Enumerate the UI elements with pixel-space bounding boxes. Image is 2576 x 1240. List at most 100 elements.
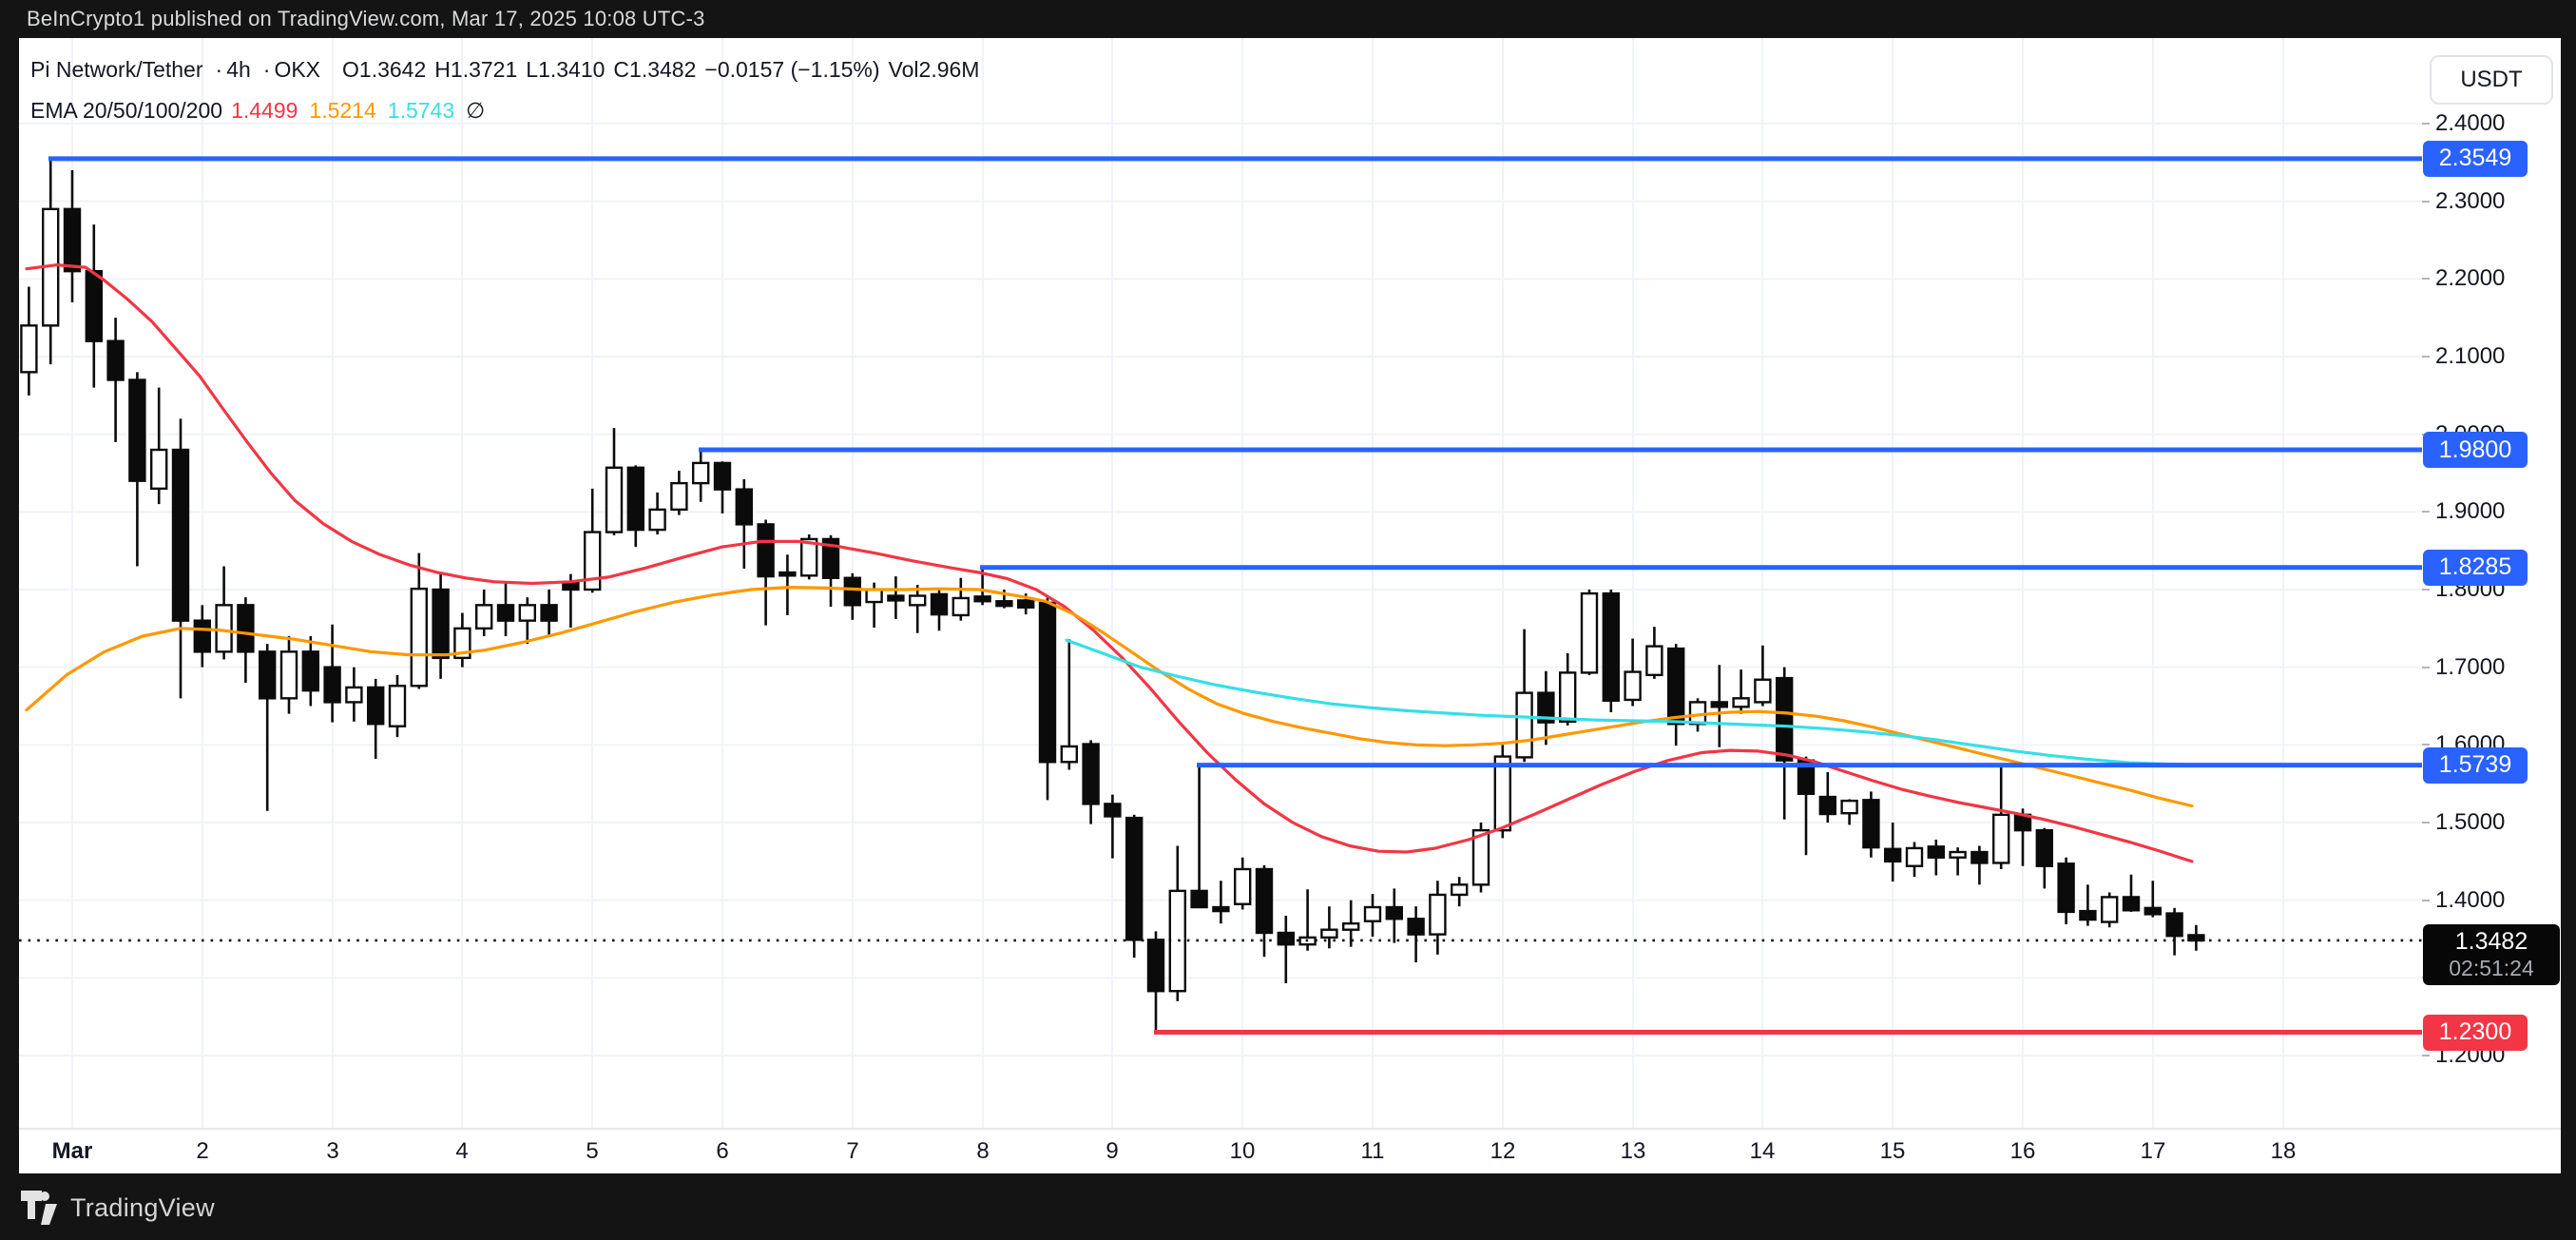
candle-body-up xyxy=(1991,813,2010,864)
chart-plot-area[interactable] xyxy=(19,38,2422,1128)
candle-body-up xyxy=(149,448,168,491)
candle-body-down xyxy=(2187,934,2205,942)
candle-body-down xyxy=(1883,847,1902,863)
chart-legend: Pi Network/Tether · 4h · OKX O 1.3642 H … xyxy=(30,57,979,124)
change-value: −0.0157 (−1.15%) xyxy=(704,57,880,82)
candle-body-up xyxy=(20,324,38,374)
publish-header-bar: BeInCrypto1 published on TradingView.com… xyxy=(0,0,2576,38)
candle-body-down xyxy=(973,595,991,603)
candle-body-up xyxy=(2100,896,2119,923)
date-label-13: 13 xyxy=(1620,1138,1646,1164)
price-tick-label: 2.4000 xyxy=(2435,110,2506,136)
candle-body-up xyxy=(1493,755,1512,832)
date-label-8: 8 xyxy=(976,1138,990,1164)
candle-body-up xyxy=(1471,828,1490,886)
candle-body-down xyxy=(887,594,905,602)
candle-body-up xyxy=(909,594,927,607)
date-label-18: 18 xyxy=(2270,1138,2297,1164)
candle-body-down xyxy=(2122,896,2141,912)
price-tick-dash xyxy=(2422,744,2430,746)
candle-body-up xyxy=(1645,645,1663,677)
price-level-badge-1.8285: 1.8285 xyxy=(2423,549,2528,586)
price-tick-dash xyxy=(2422,589,2430,591)
price-axis[interactable]: 2.40002.30002.20002.10002.00001.90001.80… xyxy=(2422,38,2561,1128)
candle-body-down xyxy=(843,576,861,607)
candle-body-down xyxy=(2079,909,2097,921)
candle-body-up xyxy=(388,685,407,727)
date-label-16: 16 xyxy=(2009,1138,2036,1164)
candle-body-down xyxy=(1775,676,1794,762)
candle-body-up xyxy=(952,596,970,617)
candle-body-down xyxy=(1407,918,1425,936)
price-tick-dash xyxy=(2422,511,2430,513)
candle-body-up xyxy=(215,604,233,653)
price-tick-dash xyxy=(2422,356,2430,358)
candle-body-down xyxy=(128,378,146,482)
price-level-badge-1.5739: 1.5739 xyxy=(2423,746,2528,784)
low-label: L xyxy=(526,57,539,82)
candle-body-down xyxy=(496,604,515,622)
candle-body-down xyxy=(301,650,319,692)
tradingview-branding[interactable]: TradingView xyxy=(21,1187,215,1229)
price-tick-dash xyxy=(2422,278,2430,281)
price-tick-dash xyxy=(2422,123,2430,125)
open-value: 1.3642 xyxy=(358,57,427,82)
candle-body-up xyxy=(279,650,298,700)
price-tick-label: 1.7000 xyxy=(2435,653,2506,680)
candle-body-down xyxy=(1146,939,1165,993)
candle-body-down xyxy=(1212,905,1230,913)
volume-value: 2.96M xyxy=(918,57,980,82)
price-tick-dash xyxy=(2422,822,2430,823)
price-level-badge-2.3549: 2.3549 xyxy=(2423,140,2528,177)
candle-body-up xyxy=(800,537,818,577)
candle-body-up xyxy=(1949,850,1967,859)
candle-body-up xyxy=(1233,867,1252,905)
last-price-badge: 1.3482 02:51:24 xyxy=(2423,923,2560,985)
date-label-6: 6 xyxy=(716,1138,729,1164)
chart-pane: Pi Network/Tether · 4h · OKX O 1.3642 H … xyxy=(19,38,2561,1173)
candle-body-down xyxy=(1016,599,1035,609)
candle-body-down xyxy=(1385,905,1404,920)
candle-body-up xyxy=(475,604,493,630)
candle-body-down xyxy=(2035,828,2054,867)
candle-body-up xyxy=(692,461,710,485)
price-tick-label: 1.4000 xyxy=(2435,886,2506,913)
candle-body-up xyxy=(1341,921,1360,931)
candle-body-down xyxy=(193,619,212,653)
volume-label: Vol xyxy=(888,57,919,82)
price-tick-dash xyxy=(2422,666,2430,668)
price-tick-label: 1.9000 xyxy=(2435,498,2506,525)
candle-body-down xyxy=(540,604,558,622)
interval-label: 4h xyxy=(226,57,251,82)
date-label-2: 2 xyxy=(196,1138,209,1164)
low-value: 1.3410 xyxy=(538,57,606,82)
candle-body-up xyxy=(865,588,883,604)
ema50-value: 1.5214 xyxy=(309,98,376,123)
price-tick-dash xyxy=(2422,200,2430,203)
candle-body-down xyxy=(1862,799,1880,849)
candle-body-down xyxy=(1602,591,1621,702)
currency-button[interactable]: USDT xyxy=(2430,55,2553,105)
candle-body-up xyxy=(1429,893,1447,936)
candle-body-up xyxy=(1168,889,1187,993)
candle-body-down xyxy=(367,686,385,726)
date-label-11: 11 xyxy=(1360,1138,1385,1164)
legend-separator: · xyxy=(262,57,271,82)
bar-countdown-timer: 02:51:24 xyxy=(2449,956,2534,981)
candle-body-up xyxy=(1580,591,1599,674)
date-label-17: 17 xyxy=(2140,1138,2166,1164)
ema-indicator-label: EMA 20/50/100/200 xyxy=(30,98,223,123)
date-label-7: 7 xyxy=(846,1138,859,1164)
candle-body-down xyxy=(757,523,775,578)
time-axis[interactable]: Mar 2 3 4 5 6 7 8 9 10 11 12 13 14 15 16 17 18 xyxy=(19,1128,2561,1173)
candle-body-down xyxy=(1537,691,1555,724)
candle-body-down xyxy=(1970,850,1989,864)
symbol-name: Pi Network/Tether xyxy=(30,57,203,82)
candle-body-down xyxy=(2165,912,2183,938)
candle-body-down xyxy=(735,488,753,526)
candle-body-down xyxy=(1277,931,1296,946)
candle-body-down xyxy=(1190,889,1208,909)
ema200-empty-symbol: ∅ xyxy=(466,98,486,123)
ema100-value: 1.5743 xyxy=(387,98,455,123)
candle-body-up xyxy=(605,466,624,533)
